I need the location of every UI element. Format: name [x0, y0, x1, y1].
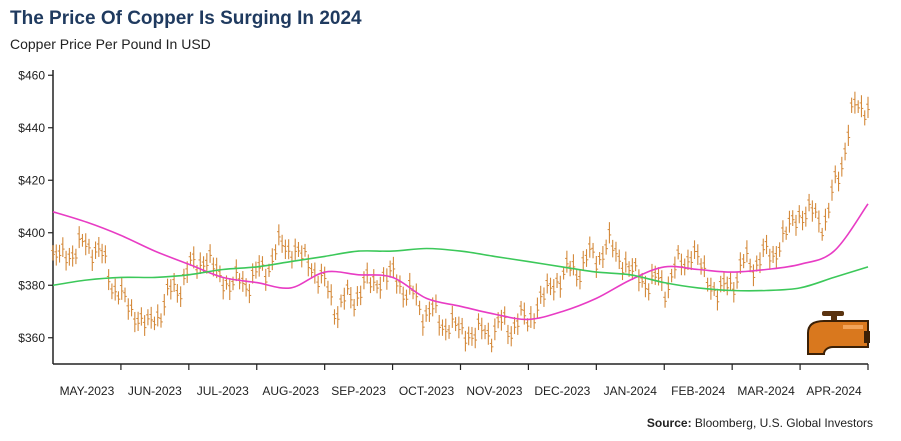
faucet-icon [807, 311, 870, 355]
y-tick-label: $400 [18, 226, 45, 240]
source-label: Source: [646, 416, 692, 430]
chart-subtitle: Copper Price Per Pound In USD [10, 36, 211, 52]
moving-average-line-short [52, 203, 869, 321]
x-tick-label: JUN-2023 [128, 384, 182, 398]
source-text: Bloomberg, U.S. Global Investors [694, 416, 873, 430]
source-note: Source: Bloomberg, U.S. Global Investors [647, 416, 873, 430]
x-tick-label: APR-2024 [806, 384, 862, 398]
y-tick-label: $420 [18, 173, 45, 187]
x-tick-label: JUL-2023 [197, 384, 249, 398]
x-tick-label: MAR-2024 [737, 384, 795, 398]
moving-average-lines [52, 203, 869, 321]
x-tick-label: OCT-2023 [399, 384, 455, 398]
y-tick-label: $360 [18, 331, 45, 345]
x-tick-label: NOV-2023 [466, 384, 522, 398]
chart-title: The Price Of Copper Is Surging In 2024 [10, 8, 362, 29]
price-bars [51, 91, 870, 353]
chart-axes: $360 $380 $400 $420 $440 $460 MAY-2023 JUN-2023… [18, 68, 869, 398]
x-tick-label: JAN-2024 [604, 384, 658, 398]
x-tick-label: DEC-2023 [534, 384, 590, 398]
x-tick-label: MAY-2023 [60, 384, 115, 398]
x-tick-label: AUG-2023 [262, 384, 319, 398]
y-tick-label: $440 [18, 121, 45, 135]
y-tick-label: $380 [18, 278, 45, 292]
x-tick-label: FEB-2024 [671, 384, 725, 398]
y-tick-label: $460 [18, 68, 45, 82]
x-tick-label: SEP-2023 [331, 384, 386, 398]
moving-average-line-long [52, 247, 869, 292]
